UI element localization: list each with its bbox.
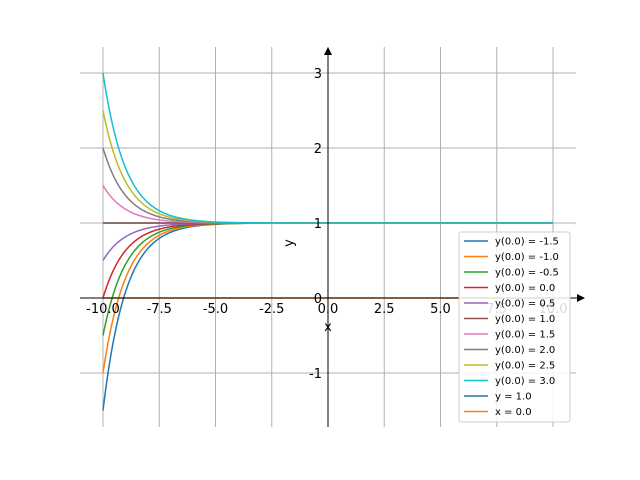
y-tick-label: -1	[309, 367, 322, 382]
legend-entry-label: y = 1.0	[495, 392, 532, 403]
x-tick-label: -2.5	[259, 302, 284, 317]
legend-entry-label: y(0.0) = 2.0	[495, 345, 555, 356]
legend-frame	[458, 231, 571, 423]
y-axis-arrow	[324, 47, 332, 55]
legend-entry-label: y(0.0) = 1.0	[495, 314, 555, 325]
legend-entry-label: y(0.0) = -1.0	[495, 252, 559, 263]
x-tick-label: 5.0	[430, 302, 451, 317]
y-tick-label: 1	[314, 217, 322, 232]
legend: y(0.0) = -1.5 y(0.0) = -1.0 y(0.0) = -0.5 y…	[458, 231, 571, 423]
x-tick-label: 2.5	[374, 302, 395, 317]
x-tick-label: -10.0	[86, 302, 120, 317]
legend-entry-label: y(0.0) = 0.5	[495, 299, 555, 310]
y-tick-label: 3	[314, 67, 322, 82]
legend-entry-label: y(0.0) = -0.5	[495, 268, 559, 279]
legend-entry-label: y(0.0) = 3.0	[495, 376, 555, 387]
x-tick-label: 0.0	[318, 302, 339, 317]
legend-entry-label: y(0.0) = 1.5	[495, 330, 555, 341]
legend-entry-label: y(0.0) = -1.5	[495, 237, 559, 248]
x-tick-label: -5.0	[203, 302, 228, 317]
x-axis-arrow	[577, 294, 585, 302]
y-tick-label: 0	[314, 292, 322, 307]
legend-entry-label: y(0.0) = 0.0	[495, 283, 555, 294]
legend-entry-label: y(0.0) = 2.5	[495, 361, 555, 372]
legend-entry-label: x = 0.0	[495, 407, 532, 418]
y-axis-label: y	[282, 239, 297, 247]
x-axis-label: x	[324, 320, 332, 335]
y-tick-label: 2	[314, 142, 322, 157]
x-tick-label: -7.5	[147, 302, 172, 317]
